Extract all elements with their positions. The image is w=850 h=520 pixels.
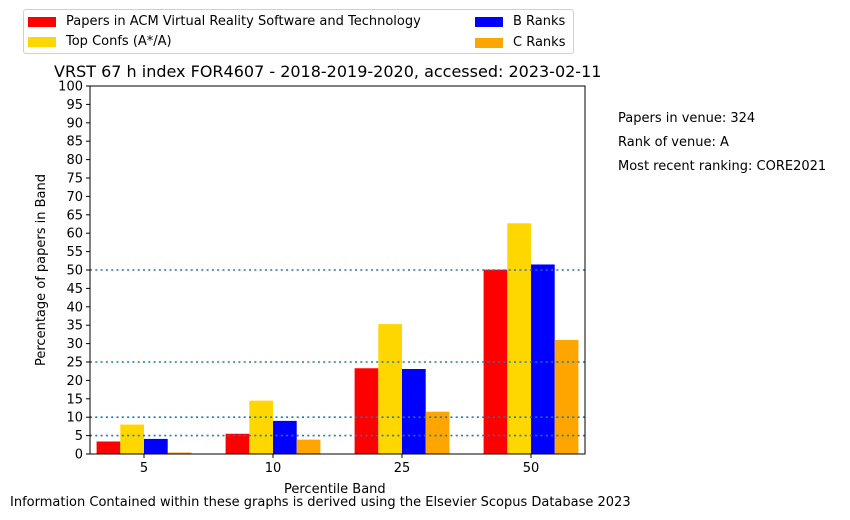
y-tick-label-85: 85 <box>66 135 83 150</box>
legend-swatch-c <box>475 37 503 48</box>
y-tick-label-30: 30 <box>66 337 83 352</box>
y-tick-label-35: 35 <box>66 319 83 334</box>
y-tick-label-40: 40 <box>66 300 83 315</box>
bar-25-series-0 <box>354 368 379 454</box>
y-axis-label: Percentage of papers in Band <box>34 174 49 366</box>
bar-25-series-3 <box>425 411 450 454</box>
x-tick-label-5: 5 <box>140 461 148 476</box>
chart-legend: Papers in ACM Virtual Reality Software a… <box>23 9 574 54</box>
chart-title: VRST 67 h index FOR4607 - 2018-2019-2020… <box>54 62 602 81</box>
y-tick-label-10: 10 <box>66 411 83 426</box>
bar-10-series-2 <box>273 420 297 454</box>
legend-entry-top: Top Confs (A*/A) <box>28 34 172 49</box>
legend-swatch-top <box>28 36 56 47</box>
bar-5-series-2 <box>144 438 168 454</box>
bar-50-series-1 <box>507 223 531 454</box>
x-tick-label-25: 25 <box>394 461 411 476</box>
recent-ranking-note: Most recent ranking: CORE2021 <box>618 159 827 174</box>
y-tick-label-95: 95 <box>66 98 83 113</box>
y-tick-label-80: 80 <box>66 153 83 168</box>
y-tick-label-20: 20 <box>66 374 83 389</box>
papers-in-venue-note: Papers in venue: 324 <box>618 111 756 126</box>
bar-50-series-3 <box>554 339 579 454</box>
x-tick-label-10: 10 <box>265 461 282 476</box>
y-tick-label-100: 100 <box>58 80 83 95</box>
legend-entry-b: B Ranks <box>475 14 565 29</box>
bar-25-series-1 <box>378 324 402 454</box>
legend-label-b: B Ranks <box>513 14 566 29</box>
bar-5-series-0 <box>96 441 121 454</box>
bar-10-series-0 <box>225 433 250 454</box>
plot-frame <box>89 85 586 455</box>
y-tick-label-65: 65 <box>66 208 83 223</box>
y-tick-label-25: 25 <box>66 356 83 371</box>
y-tick-label-50: 50 <box>66 264 83 279</box>
legend-label-top: Top Confs (A*/A) <box>66 34 172 49</box>
y-tick-label-90: 90 <box>66 116 83 131</box>
legend-label-c: C Ranks <box>513 35 566 50</box>
y-tick-label-5: 5 <box>75 429 83 444</box>
x-tick-label-50: 50 <box>523 461 540 476</box>
y-tick-label-75: 75 <box>66 172 83 187</box>
bar-50-series-2 <box>531 264 555 454</box>
data-source-footnote: Information Contained within these graph… <box>10 495 631 510</box>
bar-10-series-3 <box>296 439 321 454</box>
y-tick-label-60: 60 <box>66 227 83 242</box>
bar-5-series-3 <box>167 452 192 454</box>
y-tick-label-55: 55 <box>66 245 83 260</box>
x-axis-label: Percentile Band <box>284 482 386 497</box>
y-tick-label-70: 70 <box>66 190 83 205</box>
legend-entry-venue: Papers in ACM Virtual Reality Software a… <box>28 14 421 29</box>
bar-5-series-1 <box>120 424 144 454</box>
legend-swatch-venue <box>28 16 56 27</box>
y-tick-label-45: 45 <box>66 282 83 297</box>
venue-rank-note: Rank of venue: A <box>618 135 729 150</box>
y-tick-label-0: 0 <box>75 448 83 463</box>
bar-50-series-0 <box>483 269 508 454</box>
bar-10-series-1 <box>249 400 273 454</box>
legend-swatch-b <box>475 16 503 27</box>
y-tick-label-15: 15 <box>66 392 83 407</box>
bar-25-series-2 <box>402 368 426 454</box>
legend-label-venue: Papers in ACM Virtual Reality Software a… <box>66 14 421 29</box>
legend-entry-c: C Ranks <box>475 35 565 50</box>
